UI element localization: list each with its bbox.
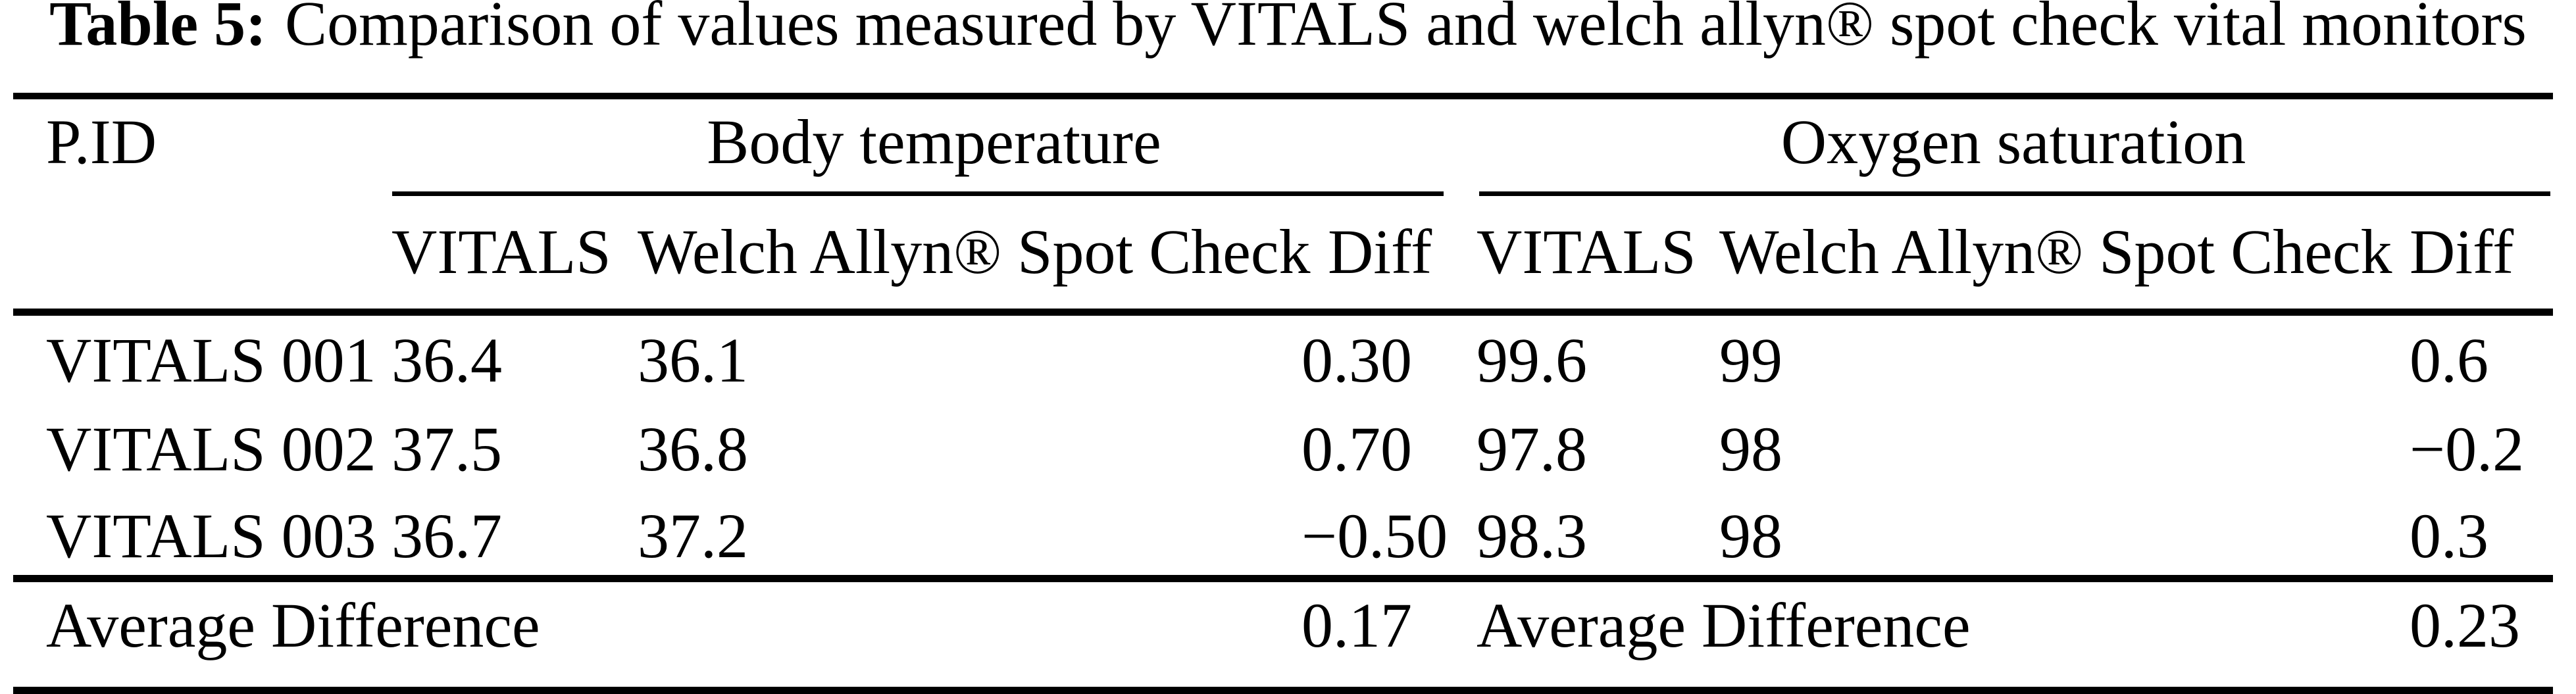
bt-diff-column-header: Diff [1328,216,1432,287]
cell-bt-welch: 36.8 [638,414,748,484]
cell-os-welch: 98 [1719,414,1782,484]
cell-pid: VITALS 003 [46,501,376,571]
bt-vitals-column-header: VITALS [391,216,611,287]
cell-bt-diff: −0.50 [1301,501,1448,571]
table-row: VITALS 003 36.7 37.2 −0.50 98.3 98 0.3 [0,505,2576,568]
header-bottom-rule [13,309,2553,316]
cell-bt-vitals: 37.5 [391,414,502,484]
body-temperature-group-rule [392,191,1444,196]
spacer-cell [638,594,1301,657]
footer-top-rule [13,575,2553,582]
oxygen-saturation-group-header: Oxygen saturation [1780,107,2246,177]
bottom-rule [13,687,2553,694]
spacer-cell [2550,111,2576,174]
body-temperature-group-header: Body temperature [707,107,1161,177]
bt-welch-column-header: Welch Allyn® Spot Check [638,216,1311,287]
table-caption-text: Comparison of values measured by VITALS … [285,0,2527,59]
cell-bt-welch: 36.1 [638,325,748,395]
cell-os-vitals: 98.3 [1477,501,1587,571]
table-footer-row: Average Difference 0.17 Average Differen… [0,594,2576,657]
oxygen-saturation-group-rule [1479,191,2550,196]
table-subheader-row: VITALS Welch Allyn® Spot Check Diff VITA… [0,220,2576,284]
cell-bt-diff: 0.70 [1301,414,1412,484]
table-caption: Table 5: Comparison of values measured by… [0,0,2576,55]
bt-average-difference-value: 0.17 [1301,590,1412,660]
table-row: VITALS 001 36.4 36.1 0.30 99.6 99 0.6 [0,329,2576,392]
cell-os-diff: 0.6 [2410,325,2488,395]
cell-bt-welch: 37.2 [638,501,748,571]
cell-bt-diff: 0.30 [1301,325,1412,395]
os-vitals-column-header: VITALS [1477,216,1696,287]
cell-os-vitals: 99.6 [1477,325,1587,395]
cell-os-welch: 98 [1719,501,1782,571]
bt-average-difference-label: Average Difference [46,590,540,660]
cell-bt-vitals: 36.4 [391,325,502,395]
cell-pid: VITALS 001 [46,325,376,395]
spacer-cell [0,220,391,284]
cell-os-vitals: 97.8 [1477,414,1587,484]
pid-column-header: P.ID [46,107,157,177]
top-rule [13,93,2553,99]
cell-pid: VITALS 002 [46,414,376,484]
cell-os-welch: 99 [1719,325,1782,395]
cell-os-diff: 0.3 [2410,501,2488,571]
os-welch-column-header: Welch Allyn® Spot Check [1719,216,2392,287]
cell-bt-vitals: 36.7 [391,501,502,571]
os-average-difference-label: Average Difference [1477,590,1971,660]
os-diff-column-header: Diff [2410,216,2514,287]
table-header-groups-row: P.ID Body temperature Oxygen saturation [0,111,2576,174]
table-caption-label: Table 5: [49,0,267,59]
table-row: VITALS 002 37.5 36.8 0.70 97.8 98 −0.2 [0,418,2576,481]
os-average-difference-value: 0.23 [2410,590,2520,660]
cell-os-diff: −0.2 [2410,414,2525,484]
